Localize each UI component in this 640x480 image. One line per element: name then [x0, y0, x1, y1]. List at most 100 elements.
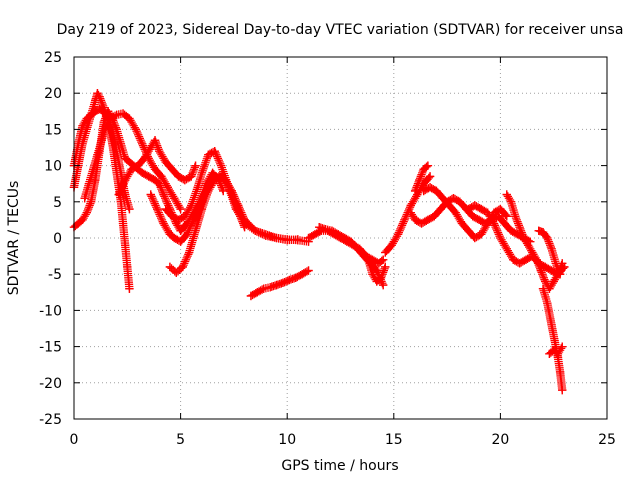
data-point	[118, 109, 128, 118]
data-point	[261, 231, 271, 240]
data-point	[165, 230, 175, 239]
data-point	[78, 121, 87, 130]
data-point	[127, 165, 136, 174]
series-arc-17	[419, 183, 511, 243]
data-point	[511, 212, 520, 221]
data-point	[483, 208, 492, 217]
data-point	[221, 175, 230, 185]
x-tick-label: 0	[70, 432, 79, 448]
data-point	[91, 96, 100, 105]
y-axis-label: SDTVAR / TECUs	[6, 181, 22, 296]
data-point	[95, 104, 104, 114]
y-tick-label: 25	[44, 50, 62, 66]
data-point	[172, 268, 181, 277]
data-point	[474, 215, 484, 225]
data-point	[101, 121, 111, 130]
data-point	[297, 270, 307, 279]
series-arc-15	[410, 161, 433, 196]
data-point	[125, 284, 134, 293]
data-point	[150, 165, 160, 174]
data-point	[334, 230, 343, 239]
data-point	[553, 349, 563, 358]
data-point	[327, 226, 337, 235]
data-point	[502, 244, 511, 254]
data-point	[89, 165, 98, 174]
y-tick-label: 10	[44, 159, 62, 175]
data-point	[157, 172, 166, 181]
y-tick-labels: -25 -20 -15 -10 -5 0 5 10 15 20 25	[39, 50, 62, 428]
data-point	[208, 168, 217, 177]
data-point	[253, 288, 262, 297]
data-point	[285, 275, 294, 285]
data-point	[521, 255, 531, 264]
data-point	[353, 244, 362, 254]
data-point	[152, 204, 162, 214]
data-point	[195, 197, 204, 206]
data-point	[91, 107, 100, 116]
plus-marks	[304, 226, 388, 268]
data-point	[176, 226, 185, 235]
data-point	[278, 278, 288, 288]
data-point	[532, 255, 541, 264]
data-point	[178, 262, 187, 272]
data-point	[144, 172, 153, 181]
data-point	[506, 226, 516, 235]
plus-marks	[381, 172, 435, 257]
data-point	[208, 175, 217, 185]
data-point	[191, 161, 200, 170]
data-point	[545, 349, 554, 358]
data-point	[159, 190, 168, 199]
data-point	[121, 241, 130, 250]
data-point	[340, 233, 349, 243]
data-point	[174, 215, 183, 225]
series-arc-5	[114, 136, 200, 199]
data-point	[95, 92, 104, 101]
data-point	[283, 236, 292, 245]
data-point	[251, 226, 260, 235]
data-point	[558, 342, 567, 351]
data-point	[406, 201, 416, 210]
data-point	[219, 186, 228, 196]
data-layer	[69, 89, 569, 395]
data-point	[502, 212, 511, 221]
y-tick-label: -25	[39, 412, 62, 428]
data-point	[189, 208, 198, 217]
data-point	[74, 139, 83, 149]
y-tick-label: -5	[48, 267, 62, 283]
data-point	[204, 150, 213, 159]
series-arc-13	[364, 255, 390, 286]
data-point	[378, 255, 388, 264]
data-point	[234, 201, 243, 210]
data-point	[227, 186, 236, 196]
series-arc-9	[176, 172, 303, 245]
data-point	[161, 204, 170, 214]
data-point	[118, 219, 128, 228]
data-point	[423, 215, 433, 225]
data-point	[425, 183, 435, 192]
data-point	[112, 110, 121, 120]
data-point	[500, 219, 509, 228]
y-tick-label: 0	[53, 231, 62, 247]
data-point	[170, 194, 179, 203]
data-point	[78, 215, 87, 225]
data-point	[496, 204, 505, 214]
data-point	[176, 237, 185, 246]
data-point	[121, 154, 130, 163]
data-point	[477, 204, 486, 214]
y-tick-label: -20	[39, 376, 62, 392]
data-point	[315, 222, 324, 232]
data-point	[163, 183, 172, 192]
data-point	[174, 172, 183, 181]
data-point	[549, 346, 558, 355]
data-point	[419, 165, 428, 174]
data-point	[477, 230, 486, 239]
data-point	[502, 190, 511, 199]
data-point	[381, 248, 390, 257]
series-arc-10	[246, 266, 313, 301]
x-tick-labels: 0 5 10 15 20 25	[70, 432, 616, 448]
data-point	[176, 204, 185, 214]
data-point	[180, 175, 190, 185]
data-point	[116, 168, 126, 177]
series-arc-11	[304, 226, 388, 268]
